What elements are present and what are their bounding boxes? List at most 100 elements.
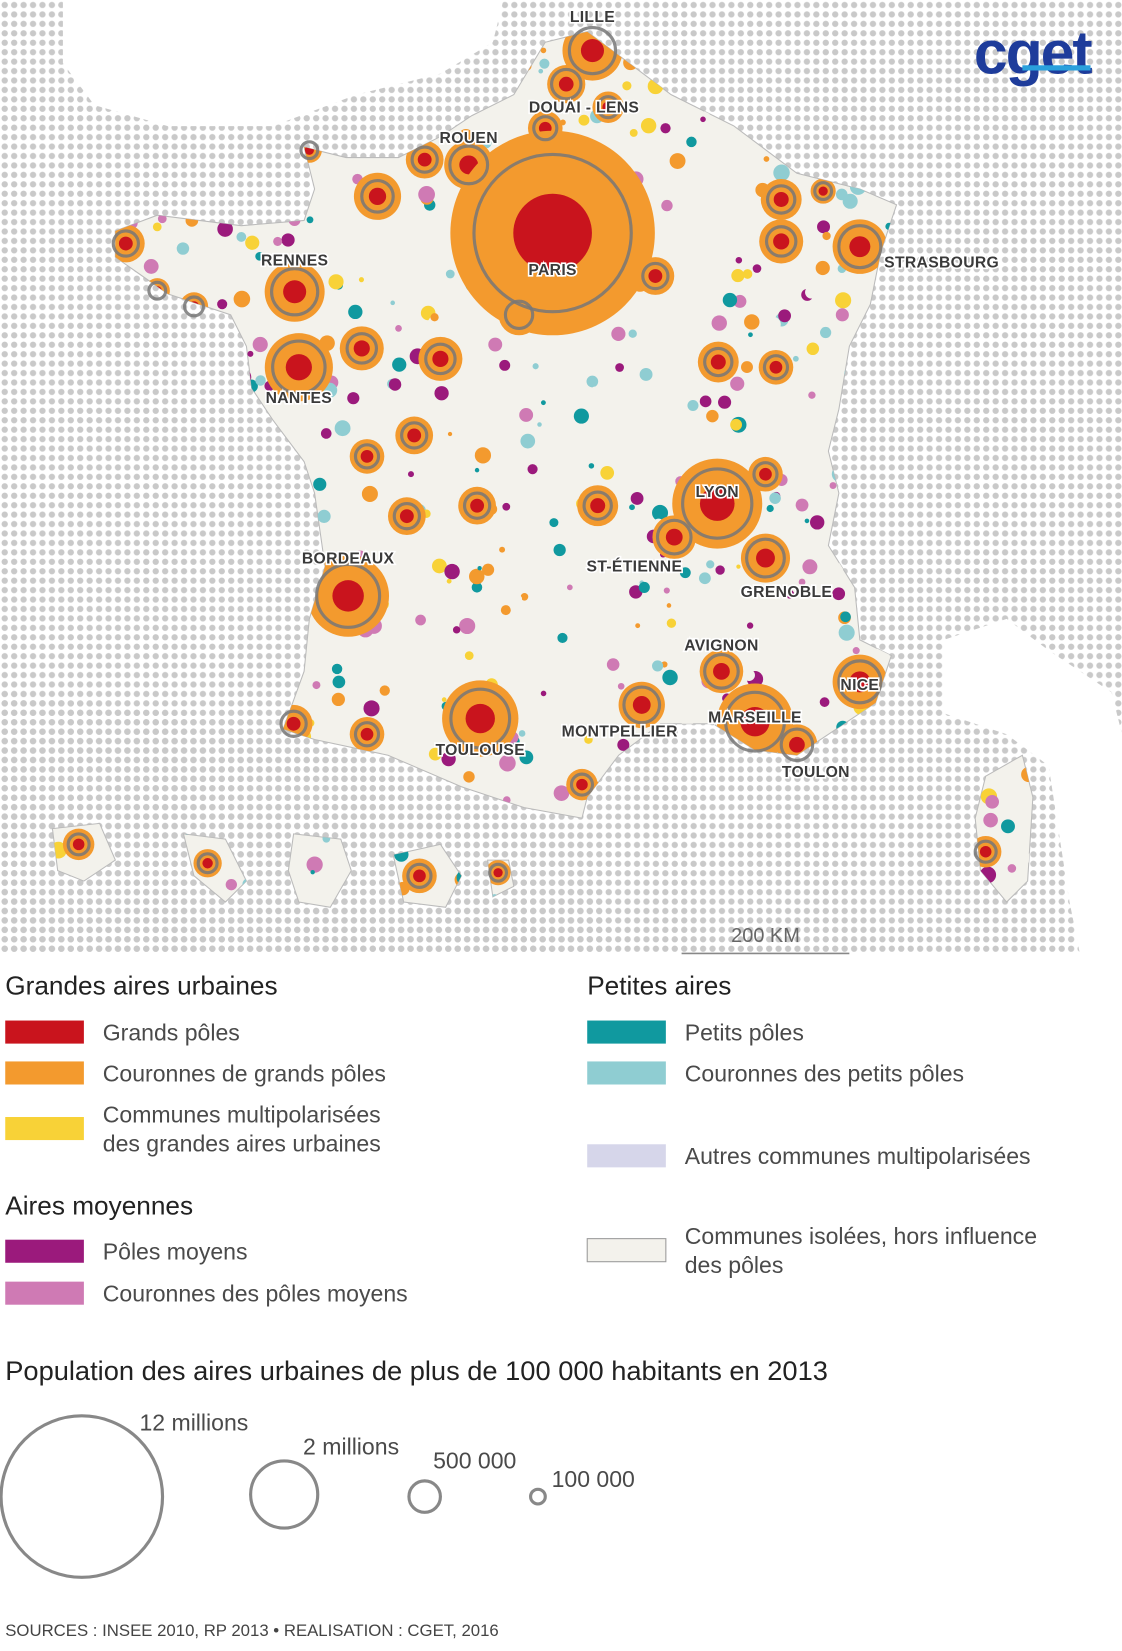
population-circle xyxy=(472,152,633,314)
population-circle xyxy=(569,772,595,797)
size-label: 2 millions xyxy=(303,1434,399,1460)
urban-core xyxy=(558,76,574,92)
area-blob xyxy=(313,477,327,491)
city-labels: LILLE DOUAI - LENS ROUEN PARIS STRASBOURG REN… xyxy=(259,8,1000,783)
area-blob xyxy=(763,156,770,162)
population-circle xyxy=(641,261,670,291)
city-label: LYON xyxy=(695,484,738,501)
area-blob xyxy=(392,357,407,372)
city-label: PARIS xyxy=(528,262,576,279)
urban-core xyxy=(413,869,426,883)
area-blob xyxy=(520,433,536,449)
legend-label-line: Autres communes multipolarisées xyxy=(685,1143,1031,1169)
england xyxy=(62,0,504,127)
population-circle xyxy=(779,727,815,763)
area-blob xyxy=(306,856,323,873)
urban-core xyxy=(118,236,133,251)
population-circle xyxy=(837,224,883,270)
area-blob xyxy=(557,358,569,369)
urban-core xyxy=(580,39,604,63)
city-label: DOUAI - LENS xyxy=(529,99,639,116)
population-circle xyxy=(596,95,621,120)
area-blob xyxy=(639,673,649,683)
urban-core xyxy=(756,548,775,568)
size-label: 500 000 xyxy=(433,1447,516,1473)
urban-core xyxy=(286,716,301,731)
urban-core xyxy=(283,280,307,304)
area-blob xyxy=(638,581,650,593)
population-circle xyxy=(766,184,797,215)
area-blob xyxy=(840,611,851,623)
urban-core xyxy=(368,187,387,205)
area-blob xyxy=(586,375,599,388)
area-blob xyxy=(247,350,254,357)
population-circle xyxy=(549,67,583,101)
size-circle xyxy=(249,1459,320,1530)
italy xyxy=(943,618,1122,955)
area-blob xyxy=(696,207,704,214)
area-blob xyxy=(722,292,738,308)
legend-label-line: Petits pôles xyxy=(685,1019,804,1045)
size-label: 12 millions xyxy=(139,1410,248,1436)
city-label: ROUEN xyxy=(440,130,498,147)
area-blob xyxy=(331,663,343,675)
area-blob xyxy=(669,153,686,169)
population-circle xyxy=(111,229,140,258)
size-circle xyxy=(407,1479,442,1514)
area-blob xyxy=(817,220,831,234)
size-circle xyxy=(529,1487,547,1506)
area-blob xyxy=(652,660,664,672)
legend-group-title: Petites aires xyxy=(587,970,731,1000)
area-blob xyxy=(720,198,725,203)
area-blob xyxy=(698,572,711,585)
population-circle xyxy=(532,115,559,142)
population-circle xyxy=(582,490,613,521)
area-blob xyxy=(415,614,426,626)
area-blob xyxy=(588,463,595,469)
area-blob xyxy=(334,420,351,437)
logo-bar xyxy=(1022,65,1091,71)
area-blob xyxy=(677,558,683,565)
area-blob xyxy=(488,337,503,352)
area-blob xyxy=(769,492,781,504)
area-blob xyxy=(806,342,820,356)
area-blob xyxy=(640,118,657,134)
city-label: MARSEILLE xyxy=(708,710,802,727)
urban-core xyxy=(648,269,663,283)
city-circles xyxy=(66,25,998,889)
area-blob xyxy=(635,623,641,629)
population-circle xyxy=(345,332,379,365)
area-blob xyxy=(418,186,435,203)
area-blob xyxy=(628,329,637,338)
area-blob xyxy=(792,355,799,362)
legend-label-line: Couronnes de grands pôles xyxy=(103,1060,386,1086)
urban-core xyxy=(740,707,770,737)
area-blob xyxy=(789,608,803,622)
urban-core xyxy=(332,580,364,612)
area-blob xyxy=(540,47,547,54)
legend-swatch xyxy=(5,1281,84,1305)
population-circle xyxy=(182,295,206,318)
legend-label-line: Grands pôles xyxy=(103,1019,240,1045)
area-blob xyxy=(852,647,860,655)
area-blob xyxy=(143,259,159,274)
urban-core xyxy=(360,727,374,741)
population-circle xyxy=(448,144,490,186)
legend-swatch xyxy=(587,1061,666,1085)
population-legend: 12 millions 2 millions 500 000 100 000 xyxy=(0,1410,635,1579)
legend-label: Pôles moyens xyxy=(103,1239,248,1265)
area-blob xyxy=(391,658,403,669)
legend-label-line: Pôles moyens xyxy=(103,1239,248,1265)
area-blob xyxy=(347,392,360,405)
area-blob xyxy=(537,665,545,672)
area-blob xyxy=(331,692,345,707)
urban-core xyxy=(665,528,683,546)
legend-label: Autres communes multipolarisées xyxy=(685,1143,1031,1169)
urban-core xyxy=(353,340,370,357)
area-blob xyxy=(157,214,167,224)
area-blob xyxy=(459,617,476,635)
area-blob xyxy=(679,567,691,579)
urban-core xyxy=(202,858,213,869)
area-blob xyxy=(405,709,411,716)
